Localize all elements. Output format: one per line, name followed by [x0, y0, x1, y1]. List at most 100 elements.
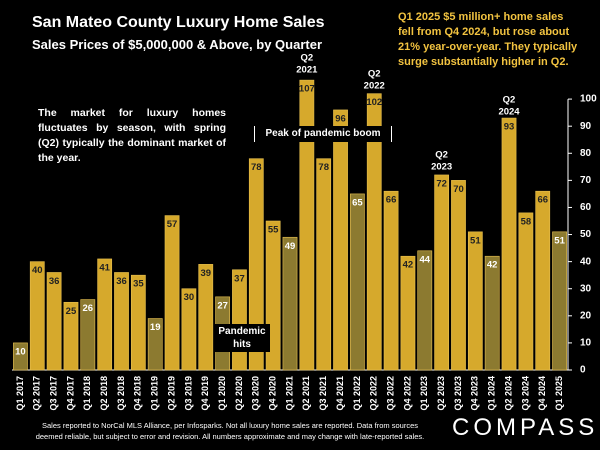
- footer: Sales reported to NorCal MLS Alliance, p…: [10, 420, 450, 442]
- bar: [434, 174, 450, 371]
- x-tick-label: Q1 2025: [554, 376, 564, 411]
- callout: Q2: [435, 150, 448, 161]
- value-label: 107: [299, 84, 315, 95]
- callout: 2023: [431, 162, 452, 173]
- y-tick-label: 60: [580, 202, 592, 213]
- x-tick-label: Q2 2021: [301, 376, 311, 411]
- annotation: Pandemic hits: [214, 324, 270, 352]
- x-tick-label: Q4 2020: [268, 376, 278, 411]
- x-tick-label: Q3 2017: [48, 376, 58, 411]
- bar: [80, 299, 96, 371]
- x-tick-label: Q4 2024: [537, 376, 547, 411]
- bar: [46, 272, 62, 371]
- bar: [350, 193, 365, 371]
- bar: [501, 117, 517, 371]
- y-tick-label: 0: [580, 365, 586, 376]
- bar: [97, 258, 113, 371]
- x-tick-label: Q2 2022: [369, 376, 379, 411]
- callout: Q2: [368, 69, 381, 80]
- bar: [366, 93, 382, 371]
- note: Q1 2025 $5 million+ home sales fell from…: [398, 11, 578, 68]
- y-tick-label: 30: [580, 283, 592, 294]
- x-tick-label: Q1 2024: [487, 376, 497, 411]
- value-label: 42: [403, 260, 414, 271]
- bar: [451, 180, 466, 371]
- bar: [232, 269, 247, 371]
- value-label: 19: [150, 322, 161, 333]
- value-label: 66: [386, 195, 397, 206]
- y-tick-label: 10: [580, 338, 592, 349]
- brand: COMPASS: [452, 414, 599, 441]
- x-tick-label: Q1 2018: [82, 376, 92, 411]
- x-tick-label: Q3 2023: [453, 376, 463, 411]
- bar: [248, 158, 264, 371]
- bar: [518, 212, 534, 371]
- bar: [130, 274, 146, 371]
- value-label: 66: [537, 195, 548, 206]
- y-tick-label: 80: [580, 148, 592, 159]
- bar: [383, 190, 399, 371]
- x-tick-label: Q3 2020: [251, 376, 261, 411]
- x-tick-label: Q2 2020: [234, 376, 244, 411]
- value-label: 78: [251, 162, 262, 173]
- bar: [400, 255, 416, 371]
- value-label: 10: [15, 346, 26, 357]
- x-tick-label: Q3 2021: [318, 376, 328, 411]
- x-tick-label: Q2 2017: [32, 376, 42, 411]
- bar: [181, 288, 197, 371]
- value-label: 102: [366, 97, 382, 108]
- callout: 2022: [364, 81, 385, 92]
- value-label: 72: [436, 178, 447, 189]
- x-tick-label: Q1 2021: [284, 376, 294, 411]
- x-tick-label: Q2 2018: [99, 376, 109, 411]
- x-tick-label: Q4 2023: [470, 376, 480, 411]
- bar: [282, 236, 298, 371]
- bar: [114, 272, 129, 371]
- x-tick-label: Q2 2019: [166, 376, 176, 411]
- annotation: Peak of pandemic boom: [254, 126, 392, 142]
- value-label: 37: [234, 273, 245, 284]
- bar: [164, 215, 180, 371]
- value-label: 93: [504, 122, 515, 133]
- value-label: 44: [419, 254, 430, 265]
- y-tick-label: 20: [580, 310, 592, 321]
- x-tick-label: Q4 2018: [133, 376, 143, 411]
- bar: [13, 342, 28, 371]
- x-tick-label: Q1 2022: [352, 376, 362, 411]
- value-label: 40: [32, 265, 43, 276]
- x-tick-label: Q1 2020: [217, 376, 227, 411]
- y-tick-label: 100: [580, 94, 597, 105]
- callout: Q2: [301, 53, 314, 64]
- y-tick-label: 40: [580, 256, 592, 267]
- y-tick-label: 70: [580, 175, 592, 186]
- value-label: 39: [200, 268, 211, 279]
- value-label: 57: [167, 219, 178, 230]
- x-tick-label: Q1 2023: [419, 376, 429, 411]
- bar: [147, 318, 163, 371]
- x-tick-label: Q3 2019: [183, 376, 193, 411]
- value-label: 96: [335, 113, 346, 124]
- callout: Q2: [503, 95, 516, 106]
- value-label: 65: [352, 197, 363, 208]
- x-tick-label: Q1 2019: [150, 376, 160, 411]
- bar: [417, 250, 433, 371]
- x-tick-label: Q2 2023: [436, 376, 446, 411]
- value-label: 42: [487, 260, 498, 271]
- bar: [552, 231, 567, 371]
- y-tick-label: 90: [580, 121, 592, 132]
- x-tick-label: Q3 2024: [520, 376, 530, 411]
- x-tick-label: Q1 2017: [15, 376, 25, 411]
- footer-line: deemed reliable, but subject to error an…: [35, 432, 425, 441]
- value-label: 36: [49, 276, 60, 287]
- bar: [299, 79, 315, 371]
- value-label: 55: [268, 225, 279, 236]
- side-note: The market for luxury homes fluctuates b…: [38, 107, 226, 164]
- callout: 2021: [296, 65, 318, 76]
- value-label: 78: [318, 162, 329, 173]
- bar: [63, 301, 79, 371]
- value-label: 35: [133, 279, 144, 290]
- value-label: 41: [99, 262, 110, 273]
- value-label: 49: [285, 241, 296, 252]
- value-label: 58: [521, 216, 532, 227]
- x-tick-label: Q4 2021: [335, 376, 345, 411]
